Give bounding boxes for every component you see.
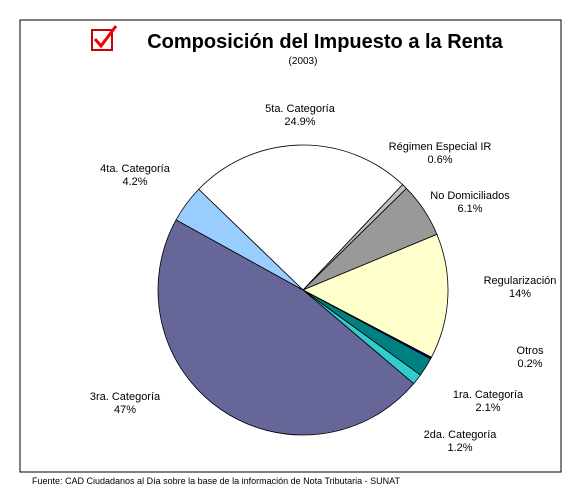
chart-title: Composición del Impuesto a la Renta: [147, 31, 503, 53]
slice-label: 3ra. Categoría: [90, 391, 161, 403]
slice-label: 1ra. Categoría: [453, 389, 524, 401]
slice-label: No Domiciliados: [430, 190, 510, 202]
check-icon: [91, 25, 118, 51]
slice-label: Otros: [517, 345, 544, 357]
slice-value-label: 2.1%: [475, 402, 500, 414]
slice-value-label: 14%: [509, 288, 531, 300]
slice-label: Regularización: [484, 275, 557, 287]
slice-label: 2da. Categoría: [424, 429, 498, 441]
chart-subtitle: (2003): [289, 56, 318, 67]
slice-value-label: 0.6%: [427, 154, 452, 166]
slice-label: Régimen Especial IR: [389, 141, 492, 153]
slice-value-label: 1.2%: [447, 442, 472, 454]
slice-value-label: 47%: [114, 404, 136, 416]
slice-value-label: 0.2%: [517, 358, 542, 370]
pie-slice: [302, 233, 449, 358]
pie-slice: [157, 219, 415, 436]
pie-slice: [175, 188, 304, 291]
slice-label: 4ta. Categoría: [100, 163, 171, 175]
slice-value-label: 24.9%: [284, 116, 315, 128]
slice-label: 5ta. Categoría: [265, 103, 336, 115]
source-note: Fuente: CAD Ciudadanos al Día sobre la b…: [32, 476, 401, 486]
slice-value-label: 6.1%: [457, 203, 482, 215]
slice-value-label: 4.2%: [122, 176, 147, 188]
pie-slice: [198, 144, 404, 291]
